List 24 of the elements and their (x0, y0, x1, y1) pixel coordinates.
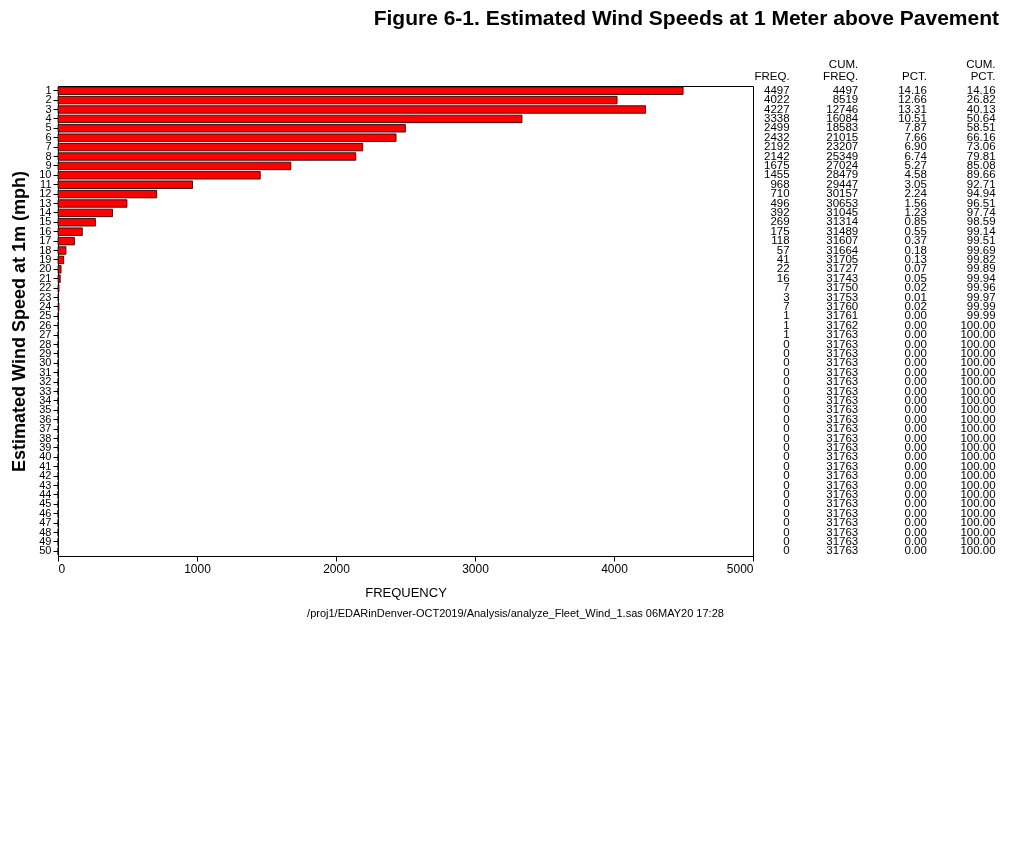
y-axis-title: Estimated Wind Speed at 1m (mph) (9, 171, 30, 472)
x-tick-label: 0 (58, 561, 66, 576)
text: 0.00 (904, 544, 927, 557)
text: 14.16 (966, 83, 996, 96)
text: FREQ. (754, 70, 790, 82)
x-tick-label: 4000 (601, 561, 629, 576)
x-tick-label: 5000 (726, 561, 754, 576)
x-tick-label: 3000 (462, 561, 490, 576)
data-label: 4497 (764, 83, 790, 96)
text: CUM. PCT. (966, 58, 996, 82)
x-tick-label: 1000 (184, 561, 212, 576)
text: 100.00 (960, 544, 996, 557)
text: 31763 (826, 544, 859, 557)
text: 14.16 (898, 83, 927, 96)
x-tick-label: 2000 (323, 561, 351, 576)
text: 4497 (832, 83, 859, 96)
y-tick-label: 1 (45, 83, 52, 96)
text: CUM. FREQ. (823, 58, 859, 82)
chart-title: Figure 6-1. Estimated Wind Speeds at 1 Meter above Pavement (373, 6, 999, 29)
text: /proj1/EDARinDenver-OCT2019/Analysis/analyze_Fleet_Wind_1.sas 06MAY20 17:28 (306, 607, 725, 619)
text: PCT. (901, 70, 927, 82)
data-label: 0 (783, 544, 790, 557)
x-axis-title: FREQUENCY (365, 584, 448, 600)
y-tick-label: 50 (39, 544, 52, 557)
